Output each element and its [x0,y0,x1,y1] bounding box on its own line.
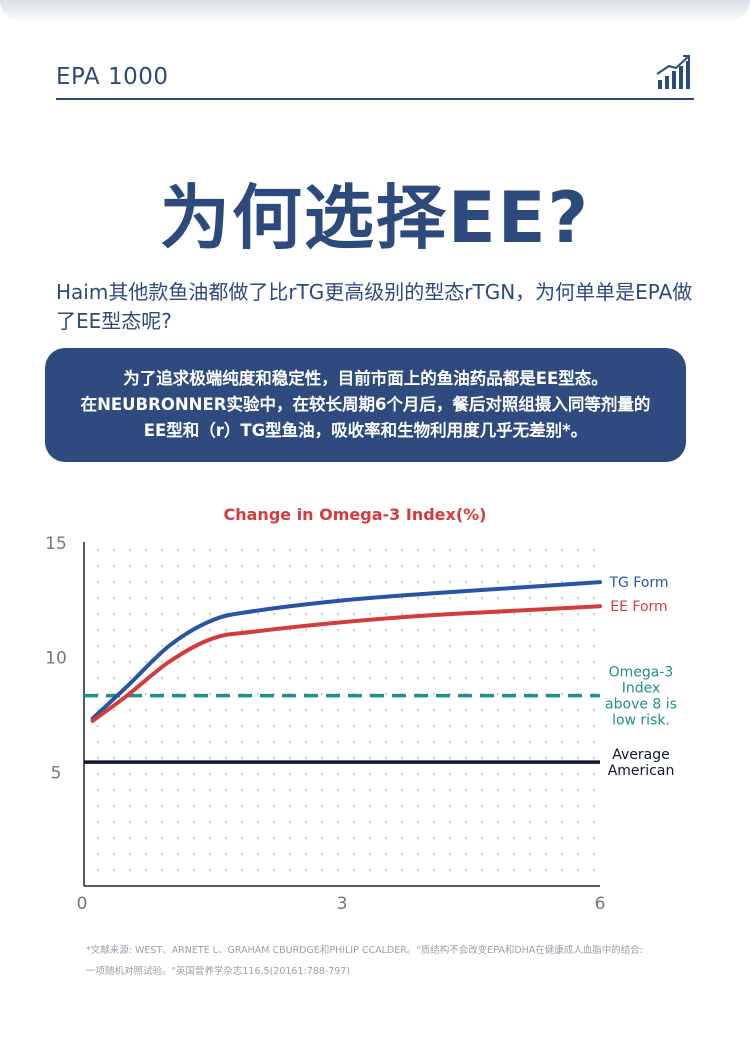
callout-line-2: 在NEUBRONNER实验中，在较长周期6个月后，餐后对照组摄入同等剂量的 [80,395,651,414]
intro-text: Haim其他款鱼油都做了比rTG更高级别的型态rTGN，为何单单是EPA做了EE… [56,280,693,333]
x-tick-label-0: 0 [77,894,88,914]
x-tick-label-3: 3 [337,894,348,914]
grid-dots [96,548,596,872]
series-line-ee-form [90,604,602,723]
bar-chart-growth-icon [656,55,690,89]
y-tick-label-5: 5 [51,763,62,783]
footnote: *文献来源: WEST、ARNETE L、GRAHAM CBURDGE和PHIL… [86,940,706,982]
callout-line-3: EE型和（r）TG型鱼油，吸收率和生物利用度几乎无差别*。 [143,421,588,440]
callout-line-1: 为了追求极端纯度和稳定性，目前市面上的鱼油药品都是EE型态。 [123,369,608,388]
reference-label-2: Average American [608,747,675,779]
y-tick-label-15: 15 [45,534,67,554]
product-label: EPA 1000 [56,64,169,90]
omega3-index-chart: Change in Omega-3 Index(%) 5 10 15 0 3 6 Omega-… [45,505,677,914]
header-divider [56,98,694,100]
y-tick-label-10: 10 [45,649,67,669]
x-tick-label-6: 6 [595,894,606,914]
series-label-tg-form: TG Form [608,575,668,591]
page-title: 为何选择EE? [159,177,591,259]
series-line-tg-form [90,580,602,721]
top-shadow-decoration [0,0,750,22]
footnote-line-2: 一项随机对照试验。"英国营养学杂志116.5(20161:788-797) [86,966,351,977]
series-label-ee-form: EE Form [610,599,667,615]
callout-box: 为了追求极端纯度和稳定性，目前市面上的鱼油药品都是EE型态。 在NEUBRONN… [45,348,686,462]
chart-title: Change in Omega-3 Index(%) [224,505,487,524]
footnote-line-1: *文献来源: WEST、ARNETE L、GRAHAM CBURDGE和PHIL… [86,945,643,956]
reference-label-1: Omega-3 Index above 8 is low risk. [605,665,677,729]
